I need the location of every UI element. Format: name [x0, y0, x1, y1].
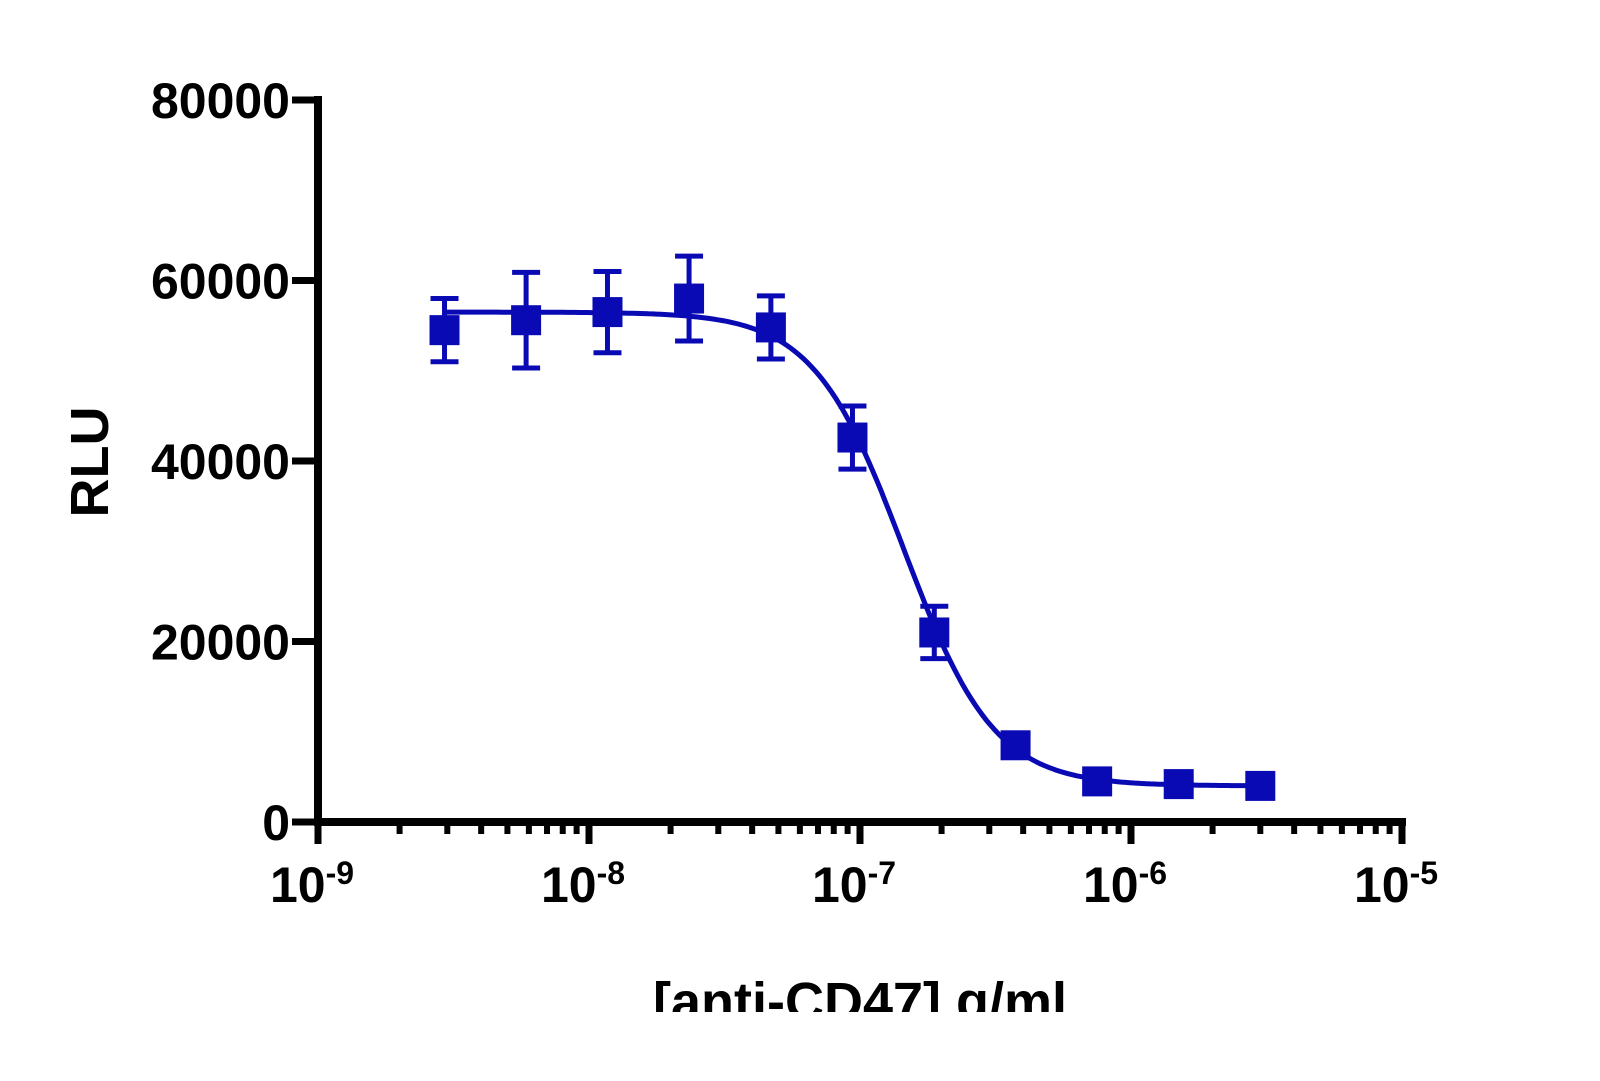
x-tick-label: 10-7	[812, 855, 896, 913]
data-point	[1163, 769, 1194, 800]
data-point	[755, 312, 786, 343]
data-point	[1245, 770, 1276, 801]
fit-curve-group	[444, 309, 1261, 789]
y-tick-label: 0	[262, 795, 290, 851]
tick-labels: 0 20000 40000 60000 80000 10-9 10-8 10-7 10-6 10-…	[151, 73, 1438, 913]
data-points	[429, 253, 1276, 801]
data-point	[674, 283, 705, 314]
data-point	[592, 297, 623, 328]
y-tick-label: 20000	[151, 615, 290, 671]
data-point	[837, 422, 868, 453]
data-point	[1082, 766, 1113, 797]
y-tick-label: 80000	[151, 73, 290, 129]
x-tick-label: 10-9	[270, 855, 354, 913]
y-axis-title: RLU	[60, 407, 120, 518]
y-tick-label: 60000	[151, 254, 290, 310]
data-point	[1000, 730, 1031, 761]
x-tick-label: 10-6	[1083, 855, 1167, 913]
x-tick-label: 10-8	[541, 855, 625, 913]
data-point	[919, 617, 950, 648]
fit-curve	[444, 309, 1261, 789]
data-point	[511, 305, 542, 336]
y-tick-label: 40000	[151, 434, 290, 490]
data-point	[429, 315, 460, 346]
clip-cover	[0, 1012, 1600, 1081]
x-tick-label: 10-5	[1354, 855, 1438, 913]
axes	[292, 96, 1406, 844]
